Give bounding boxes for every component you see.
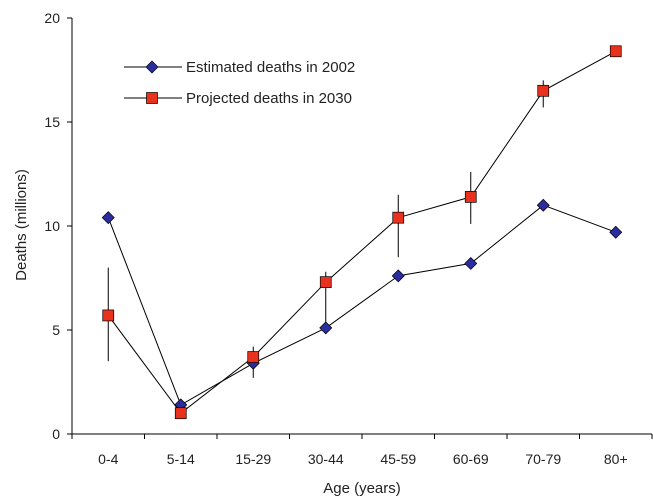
x-tick-label: 60-69	[453, 451, 489, 467]
series-line	[107, 50, 617, 414]
series-line	[107, 204, 616, 406]
square-marker	[146, 92, 158, 104]
diamond-marker	[609, 225, 623, 239]
square-marker	[464, 191, 477, 203]
square-marker	[609, 45, 622, 58]
x-tick-label: 80+	[604, 451, 628, 467]
x-axis-title: Age (years)	[323, 480, 401, 497]
square-marker	[247, 351, 260, 363]
y-tick-label: 10	[44, 218, 60, 234]
legend-label: Estimated deaths in 2002	[186, 59, 355, 76]
series-markers	[101, 45, 623, 420]
diamond-marker	[464, 256, 478, 270]
x-tick-label: 5-14	[167, 451, 195, 467]
y-tick-label: 20	[44, 10, 60, 26]
square-marker	[319, 276, 332, 289]
y-axis-title: Deaths (millions)	[13, 169, 30, 281]
x-tick-label: 30-44	[308, 451, 344, 467]
square-marker	[102, 309, 115, 322]
y-tick-label: 5	[52, 322, 60, 338]
x-tick-label: 70-79	[525, 451, 561, 467]
diamond-marker	[536, 198, 550, 212]
diamond-marker	[391, 269, 405, 283]
diamond-marker	[145, 60, 159, 74]
x-tick-label: 45-59	[380, 451, 416, 467]
y-tick-label: 15	[44, 114, 60, 130]
diamond-marker	[319, 321, 333, 335]
x-tick-label: 0-4	[98, 451, 118, 467]
legend: Estimated deaths in 2002 Projected deaths…	[124, 59, 355, 107]
error-bars	[107, 80, 544, 418]
axes: 0 5 10 15 20 0-4 5-14 15-29 30-44 45-59 60-69 70-79…	[44, 10, 653, 467]
series-lines	[107, 50, 617, 414]
square-marker	[537, 84, 550, 97]
diamond-marker	[101, 211, 115, 225]
square-marker	[392, 211, 405, 224]
legend-label: Projected deaths in 2030	[186, 90, 352, 107]
square-marker	[174, 407, 187, 420]
y-tick-label: 0	[52, 426, 60, 442]
x-tick-label: 15-29	[235, 451, 271, 467]
